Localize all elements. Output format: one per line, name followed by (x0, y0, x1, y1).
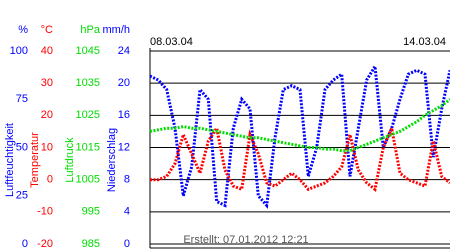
y-tick-label: 25 (16, 190, 28, 202)
y-tick-label: 24 (118, 45, 130, 57)
axis-label: Luftdruck (64, 137, 76, 183)
y-tick-label: 20 (41, 109, 53, 121)
y-tick-label: 20 (118, 77, 130, 89)
y-tick-label: 30 (41, 77, 53, 89)
y-tick-label: 40 (41, 45, 53, 57)
start-date: 08.03.04 (150, 36, 193, 48)
y-tick-label: 75 (16, 93, 28, 105)
end-date: 14.03.04 (403, 36, 446, 48)
y-tick-label: 1005 (76, 174, 100, 186)
y-tick-label: 50 (16, 141, 28, 153)
footer: Erstellt: 07.01.2012 12:21 (183, 234, 308, 246)
axis-unit: °C (41, 24, 53, 36)
y-tick-label: 8 (124, 174, 130, 186)
axis-unit: hPa (80, 24, 100, 36)
y-tick-label: 10 (41, 141, 53, 153)
y-tick-label: 985 (82, 238, 100, 250)
axis-label: Luftfeuchtigkeit (4, 123, 16, 197)
y-tick-label: 1045 (76, 45, 100, 57)
axis-unit: % (18, 24, 28, 36)
y-tick-label: 1015 (76, 141, 100, 153)
y-tick-label: 100 (10, 45, 28, 57)
axis-label: Temperatur (29, 132, 41, 188)
axis-unit: mm/h (103, 24, 131, 36)
y-tick-label: 0 (47, 174, 53, 186)
series-line (149, 98, 450, 153)
y-tick-label: 995 (82, 206, 100, 218)
y-tick-label: 1025 (76, 109, 100, 121)
y-tick-label: 4 (124, 206, 130, 218)
y-tick-label: 12 (118, 141, 130, 153)
y-tick-label: 16 (118, 109, 130, 121)
series-line (149, 61, 450, 209)
y-tick-label: 1035 (76, 77, 100, 89)
y-tick-label: 0 (124, 238, 130, 250)
y-tick-label: 0 (22, 238, 28, 250)
axis-label: Niederschlag (106, 128, 118, 192)
y-tick-label: -20 (37, 238, 53, 250)
y-tick-label: -10 (37, 206, 53, 218)
